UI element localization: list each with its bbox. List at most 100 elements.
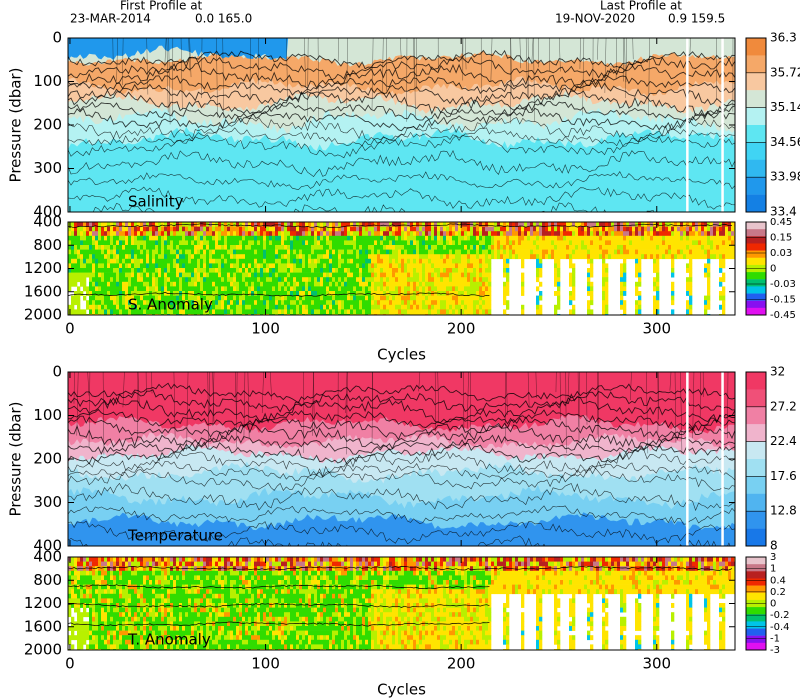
- field-cell: [191, 226, 195, 232]
- field-cell: [224, 235, 228, 241]
- field-cell: [344, 277, 348, 283]
- field-cell: [101, 240, 105, 246]
- field-cell: [212, 263, 216, 269]
- field-cell: [482, 286, 486, 292]
- field-cell: [77, 639, 81, 645]
- field-cell: [164, 561, 168, 567]
- field-cell: [557, 268, 561, 273]
- field-cell: [68, 272, 72, 278]
- field-cell: [314, 268, 318, 273]
- field-cell: [377, 309, 381, 315]
- field-cell: [695, 245, 699, 250]
- field-cell: [614, 254, 618, 260]
- field-cell: [449, 277, 453, 283]
- field-cell: [155, 245, 159, 250]
- field-cell: [83, 235, 87, 241]
- field-cell: [299, 309, 303, 315]
- field-cell: [206, 263, 210, 269]
- field-cell: [251, 245, 255, 250]
- field-cell: [68, 561, 72, 567]
- field-cell: [680, 249, 684, 255]
- field-cell: [92, 603, 96, 608]
- field-cell: [164, 644, 168, 650]
- field-cell: [110, 607, 114, 613]
- field-cell: [182, 272, 186, 278]
- field-cell: [572, 231, 576, 237]
- field-cell: [140, 254, 144, 260]
- field-cell: [182, 286, 186, 292]
- field-cell: [689, 309, 693, 315]
- field-cell: [557, 254, 561, 260]
- field-cell: [86, 258, 90, 264]
- field-cell: [401, 235, 405, 241]
- field-cell: [434, 295, 438, 301]
- field-cell: [206, 254, 210, 260]
- field-cell: [680, 222, 684, 227]
- colorbar-label: 0.03: [770, 248, 792, 259]
- field-cell: [110, 240, 114, 246]
- field-cell: [188, 291, 192, 296]
- field-cell: [356, 272, 360, 278]
- field-cell: [293, 268, 297, 273]
- field-cell: [581, 245, 585, 250]
- field-cell: [386, 258, 390, 264]
- field-cell: [554, 254, 558, 260]
- field-cell: [440, 254, 444, 260]
- field-cell: [464, 254, 468, 260]
- field-cell: [626, 254, 630, 260]
- field-cell: [146, 245, 150, 250]
- field-cell: [551, 254, 555, 260]
- field-cell: [536, 254, 540, 260]
- field-cell: [77, 304, 81, 310]
- field-cell: [119, 268, 123, 273]
- field-cell: [350, 295, 354, 301]
- field-cell: [89, 309, 93, 315]
- field-cell: [470, 240, 474, 246]
- field-cell: [323, 226, 327, 232]
- field-cell: [356, 240, 360, 246]
- field-cell: [113, 589, 117, 595]
- field-cell: [587, 309, 591, 315]
- field-cell: [140, 561, 144, 567]
- field-cell: [602, 258, 606, 264]
- field-cell: [224, 222, 228, 227]
- field-cell: [533, 222, 537, 227]
- field-cell: [137, 584, 141, 590]
- field-cell: [332, 281, 336, 287]
- field-cell: [284, 304, 288, 310]
- field-cell: [362, 226, 366, 232]
- field-cell: [578, 231, 582, 237]
- field-cell: [149, 630, 153, 636]
- field-cell: [587, 286, 591, 292]
- field-cell: [266, 222, 270, 227]
- field-cell: [239, 295, 243, 301]
- field-cell: [71, 300, 75, 306]
- field-cell: [161, 626, 165, 631]
- field-cell: [473, 226, 477, 232]
- field-cell: [152, 286, 156, 292]
- field-cell: [593, 235, 597, 241]
- field-cell: [71, 222, 75, 227]
- field-cell: [299, 295, 303, 301]
- field-cell: [167, 245, 171, 250]
- x-axis-label: Cycles: [377, 346, 426, 364]
- field-cell: [125, 258, 129, 264]
- field-cell: [188, 281, 192, 287]
- field-cell: [461, 286, 465, 292]
- field-cell: [335, 245, 339, 250]
- field-cell: [479, 222, 483, 227]
- field-cell: [272, 286, 276, 292]
- field-cell: [170, 277, 174, 283]
- field-cell: [134, 603, 138, 608]
- field-cell: [701, 240, 705, 246]
- field-cell: [485, 309, 489, 315]
- field-cell: [116, 557, 120, 562]
- field-cell: [257, 235, 261, 241]
- field-cell: [446, 291, 450, 296]
- field-cell: [263, 309, 267, 315]
- field-cell: [731, 240, 735, 246]
- field-cell: [224, 245, 228, 250]
- field-cell: [239, 231, 243, 237]
- field-cell: [116, 272, 120, 278]
- field-cell: [167, 584, 171, 590]
